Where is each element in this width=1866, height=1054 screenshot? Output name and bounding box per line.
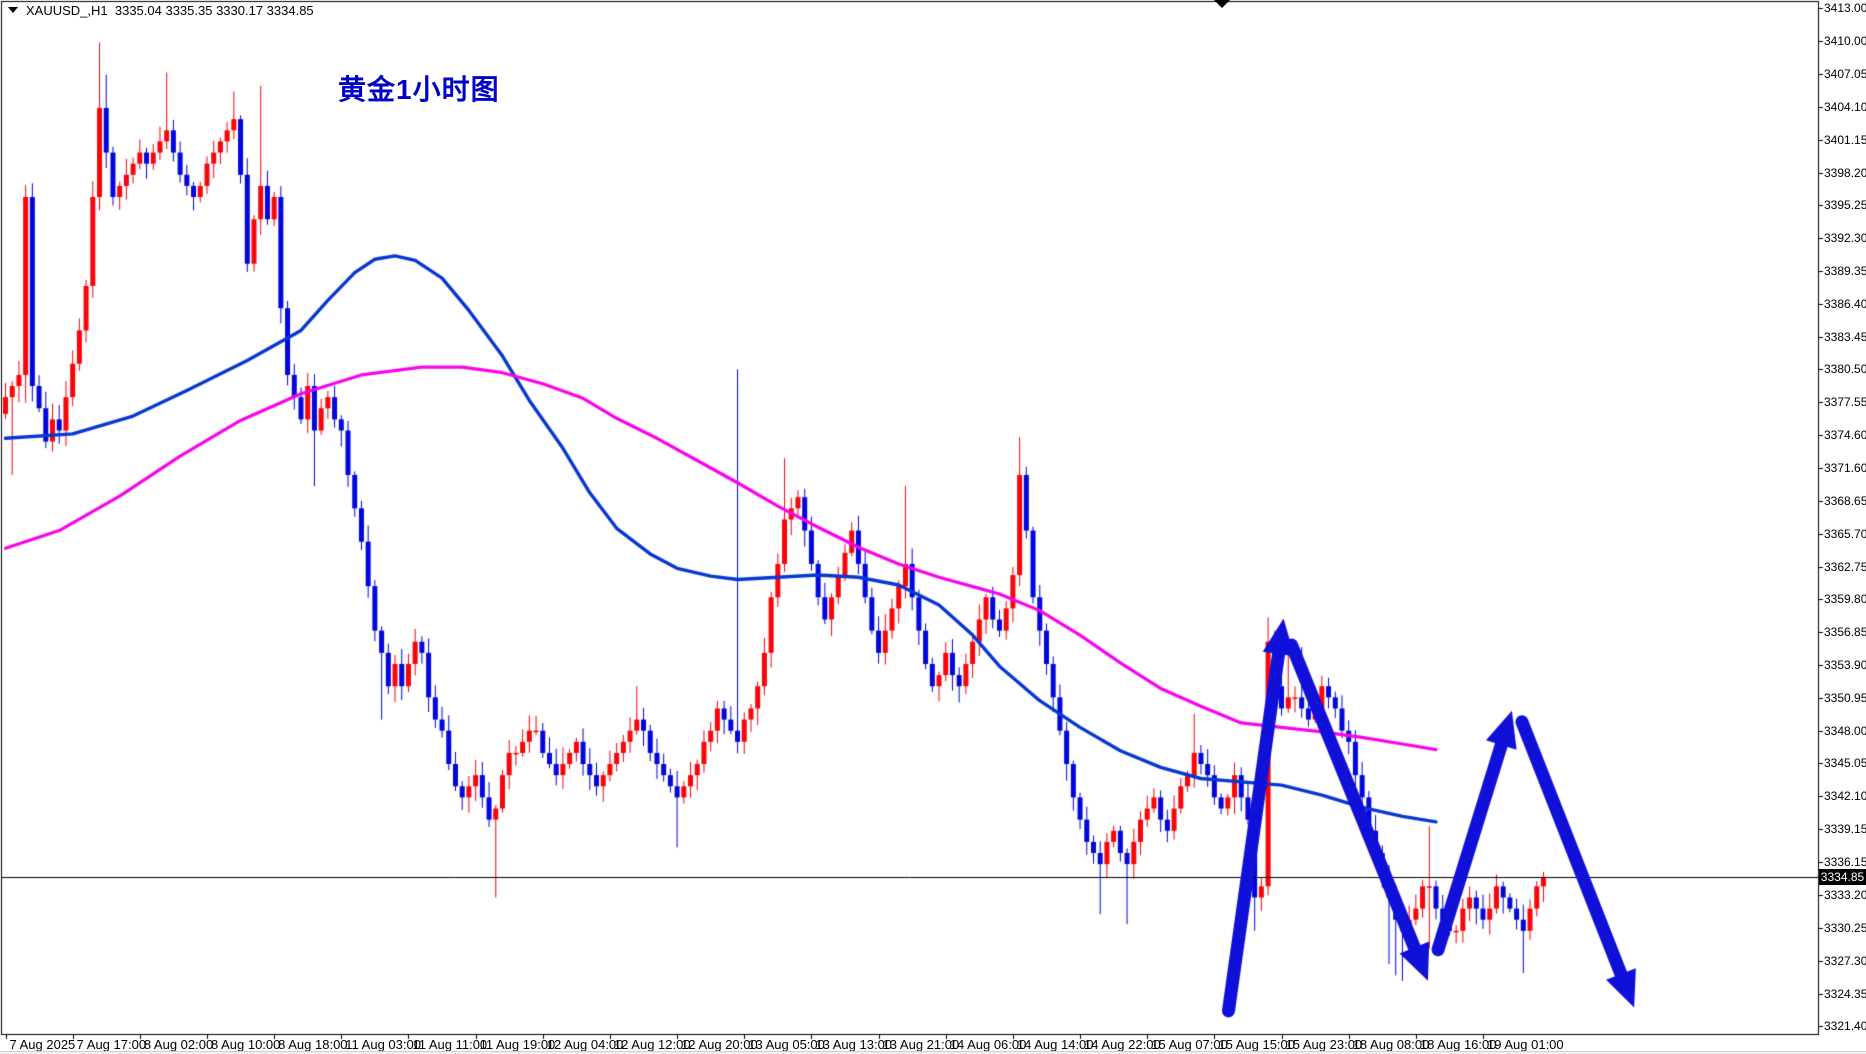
y-axis-label: 3350.95 <box>1824 690 1866 705</box>
y-axis-label: 3386.40 <box>1824 296 1866 311</box>
y-axis-label: 3410.00 <box>1824 34 1866 49</box>
current-price-badge: 3334.85 <box>1819 868 1866 885</box>
x-axis-label: 7 Aug 2025 <box>9 1037 76 1052</box>
symbol-dropdown-icon[interactable] <box>8 7 18 13</box>
x-axis-label: 14 Aug 14:00 <box>1016 1037 1094 1052</box>
x-axis-label: 15 Aug 07:00 <box>1151 1037 1228 1052</box>
y-axis-label: 3362.75 <box>1824 559 1866 574</box>
y-axis-label: 3407.05 <box>1824 67 1866 82</box>
y-axis-label: 3368.65 <box>1824 494 1866 509</box>
x-axis-label: 13 Aug 05:00 <box>748 1037 825 1052</box>
y-axis-label: 3339.15 <box>1824 822 1866 837</box>
y-axis-label: 3345.05 <box>1824 756 1866 771</box>
x-axis-label: 15 Aug 23:00 <box>1285 1037 1363 1052</box>
x-axis-label: 11 Aug 11:00 <box>412 1037 488 1052</box>
y-axis-label: 3353.90 <box>1824 658 1866 673</box>
x-axis-label: 12 Aug 04:00 <box>546 1037 624 1052</box>
y-axis-label: 3392.30 <box>1824 231 1866 246</box>
y-axis-label: 3383.45 <box>1824 329 1866 344</box>
y-axis-label: 3404.10 <box>1824 99 1866 114</box>
x-axis-label: 8 Aug 18:00 <box>278 1037 348 1052</box>
y-axis-label: 3365.70 <box>1824 526 1866 541</box>
price-axis[interactable]: 3413.00 3410.00 3407.05 3404.10 3401.15 3398.… <box>1819 0 1866 1034</box>
chart-title-annotation[interactable]: 黄金1小时图 <box>338 74 500 105</box>
y-axis-label: 3389.35 <box>1824 263 1866 278</box>
y-axis-label: 3348.00 <box>1824 723 1866 738</box>
x-axis-label: 7 Aug 17:00 <box>76 1037 147 1052</box>
y-axis-label: 3413.00 <box>1824 1 1866 15</box>
x-axis-label: 14 Aug 06:00 <box>949 1037 1027 1052</box>
y-axis-label: 3356.85 <box>1824 625 1866 640</box>
status-strip <box>0 1051 1866 1054</box>
x-axis-label: 12 Aug 20:00 <box>681 1037 758 1052</box>
y-axis-label: 3395.25 <box>1824 198 1866 213</box>
y-axis-label: 3330.25 <box>1824 921 1866 936</box>
y-axis-label: 3401.15 <box>1824 132 1866 147</box>
chart-shift-marker-icon[interactable] <box>1214 0 1230 8</box>
time-axis[interactable]: 7 Aug 2025 7 Aug 17:00 8 Aug 02:00 8 Aug 10… <box>0 1035 1818 1052</box>
x-axis-label: 14 Aug 22:00 <box>1084 1037 1161 1052</box>
ohlc-info-text: XAUUSD_,H1 3335.04 3335.35 3330.17 3334.… <box>26 2 314 18</box>
x-axis-label: 13 Aug 13:00 <box>815 1037 893 1052</box>
y-axis-label: 3321.40 <box>1824 1019 1866 1034</box>
x-axis-label: 15 Aug 15:00 <box>1218 1037 1296 1052</box>
y-axis-label: 3371.60 <box>1824 461 1866 476</box>
y-axis-label: 3336.15 <box>1824 855 1866 870</box>
x-axis-label: 13 Aug 21:00 <box>882 1037 960 1052</box>
x-axis-label: 11 Aug 19:00 <box>479 1037 556 1052</box>
y-axis-label: 3324.35 <box>1824 986 1866 1001</box>
y-axis-label: 3377.55 <box>1824 395 1866 410</box>
x-axis-label: 11 Aug 03:00 <box>345 1037 421 1052</box>
x-axis-label: 8 Aug 02:00 <box>143 1037 214 1052</box>
x-axis-label: 8 Aug 10:00 <box>210 1037 281 1052</box>
ohlc-info-line: XAUUSD_,H1 3335.04 3335.35 3330.17 3334.… <box>8 2 314 18</box>
x-axis-label: 18 Aug 16:00 <box>1419 1037 1497 1052</box>
y-axis-label: 3359.80 <box>1824 592 1866 607</box>
y-axis-label: 3333.20 <box>1824 888 1866 903</box>
y-axis-label: 3327.30 <box>1824 953 1866 968</box>
y-axis-label: 3398.20 <box>1824 165 1866 180</box>
x-axis-label: 19 Aug 01:00 <box>1487 1037 1564 1052</box>
x-axis-label: 12 Aug 12:00 <box>613 1037 691 1052</box>
y-axis-label: 3374.60 <box>1824 427 1866 442</box>
y-axis-label: 3342.10 <box>1824 789 1866 804</box>
y-axis-label: 3380.50 <box>1824 362 1866 377</box>
x-axis-label: 18 Aug 08:00 <box>1352 1037 1430 1052</box>
